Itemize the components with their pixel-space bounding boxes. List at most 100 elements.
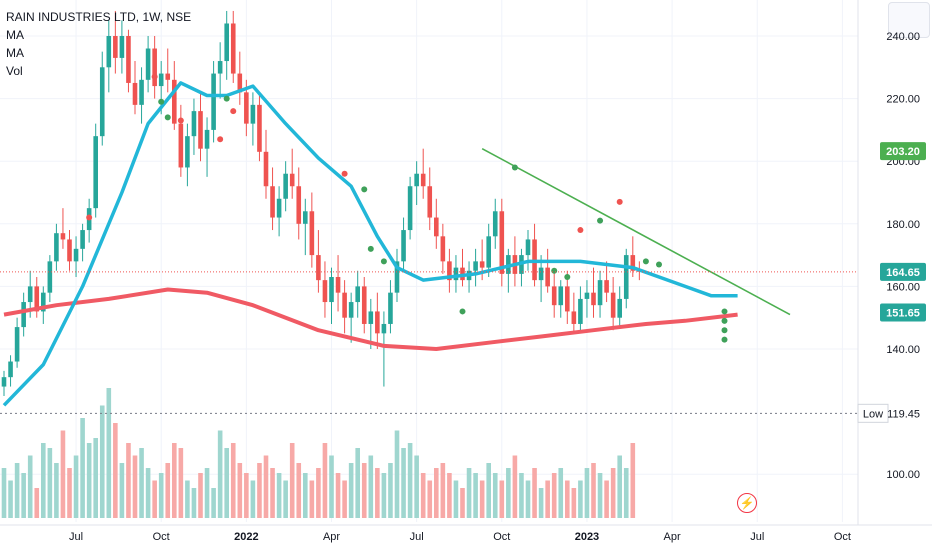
legend-ma-1[interactable]: MA (6, 28, 24, 42)
candle-body (93, 136, 98, 209)
volume-bar (152, 480, 157, 518)
candle-body (316, 255, 321, 281)
candle-body (348, 302, 354, 318)
low-label-box (857, 403, 889, 423)
candle-body (14, 327, 20, 362)
volume-bar (289, 443, 295, 518)
lightning-icon[interactable]: ⚡ (737, 493, 757, 513)
volume-bar (420, 473, 426, 518)
indicator-lines (2, 81, 791, 407)
volume-bar (375, 468, 380, 518)
candle-body (139, 79, 144, 105)
candle-body (185, 136, 190, 168)
candle-body (479, 261, 485, 268)
price-tag-label: 203.20 (886, 146, 920, 158)
volume-bar (506, 468, 511, 518)
legend-title[interactable]: RAIN INDUSTRIES LTD, 1W, NSE (6, 10, 192, 24)
volume-bar (14, 463, 20, 518)
volume-bars (1, 388, 636, 518)
volume-bar (322, 443, 328, 518)
volume-bar (185, 480, 190, 518)
volume-bar (407, 443, 413, 518)
volume-bar (623, 468, 629, 518)
candle-body (73, 248, 79, 262)
candle-body (224, 23, 229, 62)
volume-bar (172, 443, 177, 518)
volume-bar (257, 463, 262, 518)
signal-marker (721, 327, 728, 334)
volume-bar (479, 480, 485, 518)
candle-body (289, 173, 295, 187)
time-tick-label: Oct (153, 531, 170, 543)
time-axis[interactable]: AprJulOct2022AprJulOct2023AprJulOct (0, 524, 932, 543)
legend-ma-2[interactable]: MA (6, 46, 24, 60)
price-tag-box (880, 262, 926, 281)
price-tag-label: 164.65 (886, 267, 920, 279)
candle-body (388, 292, 393, 324)
candle-body (54, 233, 59, 262)
signal-marker (721, 317, 728, 324)
candle-body (113, 36, 118, 58)
price-tags: Low 119.45 203.20 164.65 151.65 (0, 142, 926, 423)
signal-marker (616, 198, 623, 205)
candle-body (617, 298, 622, 318)
price-axis[interactable]: 240.00220.00200.00180.00160.00140.00100.… (857, 0, 920, 525)
volume-bar (191, 488, 197, 518)
volume-bar (519, 473, 524, 518)
legend-volume[interactable]: Vol (6, 64, 23, 78)
volume-bar (453, 480, 459, 518)
candle-body (172, 79, 177, 124)
price-tick-label: 140.00 (886, 344, 920, 356)
candle-body (473, 261, 478, 271)
volume-bar (67, 468, 72, 518)
candle-body (538, 267, 544, 281)
signal-marker (721, 308, 728, 315)
candle-body (263, 151, 269, 187)
volume-bar (630, 443, 636, 518)
candle-body (499, 211, 505, 274)
volume-bar (538, 488, 544, 518)
volume-bar (54, 463, 59, 518)
candle-body (309, 211, 315, 256)
signal-marker (164, 114, 171, 121)
candle-body (106, 36, 112, 68)
candle-body (368, 311, 374, 324)
candle-body (132, 82, 138, 105)
candle-body (361, 286, 367, 324)
signal-marker (721, 336, 728, 343)
chart-legend: RAIN INDUSTRIES LTD, 1W, NSE MA MA Vol (6, 8, 191, 80)
candle-body (394, 261, 400, 293)
candle-body (440, 236, 446, 262)
candle-body (630, 255, 636, 271)
volume-bar (93, 438, 98, 518)
time-tick-label: Jul (410, 531, 424, 543)
volume-bar (591, 463, 596, 518)
volume-bar (532, 468, 537, 518)
low-label: Low (863, 408, 883, 420)
candle-body (407, 186, 413, 231)
volume-bar (486, 463, 491, 518)
candle-body (597, 280, 603, 306)
price-tick-label: 160.00 (886, 281, 920, 293)
candle-body (230, 23, 236, 74)
volume-bar (388, 463, 393, 518)
volume-bar (283, 480, 288, 518)
candle-body (591, 292, 596, 306)
candle-body (165, 73, 171, 80)
signal-marker (367, 245, 374, 252)
volume-bar (361, 463, 367, 518)
price-tag-box (880, 303, 926, 322)
candle-body (303, 211, 308, 224)
candle-body (610, 292, 616, 318)
volume-bar (276, 473, 282, 518)
volume-bar (355, 448, 360, 518)
volume-bar (434, 468, 439, 518)
volume-bar (126, 443, 131, 518)
volume-bar (250, 480, 256, 518)
signal-marker (564, 274, 571, 281)
time-tick-label: 2022 (234, 531, 258, 543)
volume-bar (132, 455, 138, 518)
candle-body (250, 104, 256, 124)
volume-bar (466, 468, 472, 518)
